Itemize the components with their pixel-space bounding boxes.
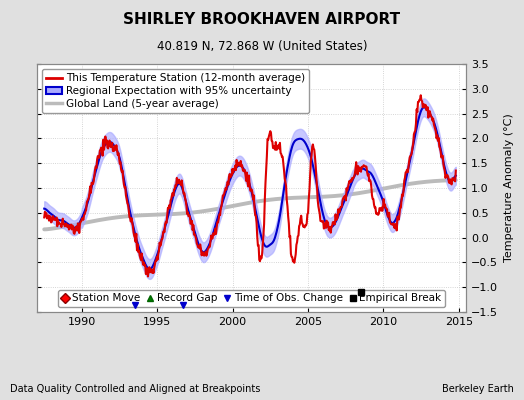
Legend: Station Move, Record Gap, Time of Obs. Change, Empirical Break: Station Move, Record Gap, Time of Obs. C… <box>58 290 445 307</box>
Text: SHIRLEY BROOKHAVEN AIRPORT: SHIRLEY BROOKHAVEN AIRPORT <box>124 12 400 27</box>
Text: 40.819 N, 72.868 W (United States): 40.819 N, 72.868 W (United States) <box>157 40 367 53</box>
Y-axis label: Temperature Anomaly (°C): Temperature Anomaly (°C) <box>504 114 514 262</box>
Text: Data Quality Controlled and Aligned at Breakpoints: Data Quality Controlled and Aligned at B… <box>10 384 261 394</box>
Text: Berkeley Earth: Berkeley Earth <box>442 384 514 394</box>
